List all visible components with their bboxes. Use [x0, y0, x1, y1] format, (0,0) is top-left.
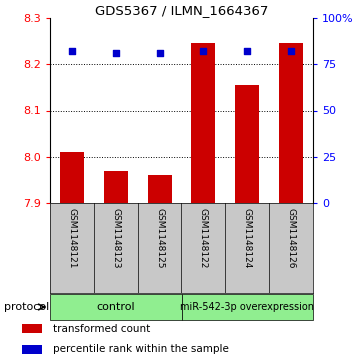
Point [200, 48, 206, 54]
Point [113, 50, 119, 56]
Bar [191, 44, 216, 203]
Bar [182, 294, 313, 319]
Text: control: control [96, 302, 135, 312]
Bar [22, 345, 43, 354]
Text: GSM1148122: GSM1148122 [199, 208, 208, 268]
Bar [148, 175, 171, 203]
Text: GSM1148123: GSM1148123 [111, 208, 120, 268]
Bar [235, 85, 259, 203]
Title: GDS5367 / ILMN_1664367: GDS5367 / ILMN_1664367 [95, 4, 268, 17]
Bar [50, 294, 182, 319]
Bar [60, 152, 84, 203]
Point [157, 50, 162, 56]
Text: transformed count: transformed count [53, 323, 150, 334]
Text: miR-542-3p overexpression: miR-542-3p overexpression [180, 302, 314, 312]
Point [288, 48, 294, 54]
Text: GSM1148124: GSM1148124 [243, 208, 252, 268]
Text: GSM1148125: GSM1148125 [155, 208, 164, 268]
Point [244, 48, 250, 54]
Text: percentile rank within the sample: percentile rank within the sample [53, 344, 229, 354]
Point [69, 48, 75, 54]
Bar [22, 324, 43, 333]
Text: GSM1148121: GSM1148121 [68, 208, 77, 268]
Text: protocol: protocol [4, 302, 49, 312]
Bar [104, 171, 128, 203]
Bar [279, 44, 303, 203]
Text: GSM1148126: GSM1148126 [287, 208, 296, 268]
